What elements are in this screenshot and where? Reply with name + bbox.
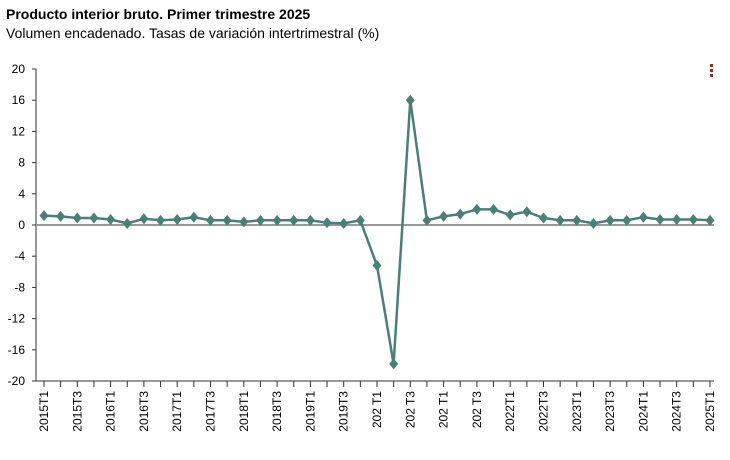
x-tick-label: 2019T1 — [303, 391, 317, 432]
x-tick-label: 2018T3 — [270, 391, 284, 432]
y-tick-label: -12 — [8, 312, 26, 326]
data-point — [56, 210, 66, 222]
data-point — [705, 214, 715, 226]
x-tick-label: 202 T1 — [370, 391, 384, 428]
data-point — [555, 214, 565, 226]
data-point — [572, 214, 582, 226]
data-point — [106, 214, 116, 226]
x-tick-label: 2025T1 — [703, 391, 717, 432]
y-tick-label: 12 — [12, 124, 26, 138]
x-tick-label: 2024T3 — [670, 391, 684, 432]
data-point — [139, 213, 149, 225]
x-tick-label: 202 T3 — [470, 391, 484, 428]
x-tick-label: 202 T1 — [437, 391, 451, 428]
y-tick-label: -8 — [14, 280, 25, 294]
x-tick-label: 2016T3 — [137, 391, 151, 432]
data-point — [355, 214, 365, 226]
data-point — [89, 212, 99, 224]
data-point — [222, 214, 232, 226]
x-tick-label: 2015T3 — [70, 391, 84, 432]
data-point — [422, 214, 432, 226]
x-tick-label: 2015T1 — [37, 391, 51, 432]
data-point — [472, 203, 482, 215]
data-point — [72, 212, 82, 224]
x-tick-label: 2022T1 — [503, 391, 517, 432]
x-tick-label: 2019T3 — [337, 391, 351, 432]
vertical-dots-icon[interactable] — [708, 64, 716, 80]
x-tick-label: 2017T1 — [170, 391, 184, 432]
x-tick-label: 2018T1 — [237, 391, 251, 432]
data-point — [622, 214, 632, 226]
y-tick-label: -16 — [8, 343, 26, 357]
y-tick-label: 20 — [12, 62, 26, 76]
data-point — [405, 94, 415, 106]
data-point — [172, 214, 182, 226]
data-point — [39, 210, 49, 222]
data-point — [305, 214, 315, 226]
y-tick-label: 0 — [18, 218, 25, 232]
x-tick-label: 202 T3 — [403, 391, 417, 428]
x-tick-label: 2023T3 — [603, 391, 617, 432]
series-line — [43, 98, 711, 366]
data-point — [255, 214, 265, 226]
x-tick-label: 2023T1 — [570, 391, 584, 432]
data-point — [189, 211, 199, 223]
data-point — [289, 214, 299, 226]
y-tick-label: 4 — [18, 187, 25, 201]
data-point — [372, 260, 382, 272]
data-point — [206, 214, 215, 226]
data-point — [638, 211, 648, 223]
data-point — [672, 214, 682, 226]
data-point — [655, 214, 665, 226]
data-point — [605, 214, 615, 226]
data-point — [122, 217, 132, 229]
data-point — [339, 217, 349, 229]
y-tick-label: -4 — [14, 249, 25, 263]
y-tick-label: 8 — [18, 156, 25, 170]
data-point — [489, 203, 499, 215]
data-point — [539, 212, 548, 224]
data-point — [272, 214, 282, 226]
x-tick-label: 2022T3 — [537, 391, 551, 432]
data-point — [522, 206, 532, 218]
data-point — [505, 209, 515, 221]
data-point — [588, 217, 598, 229]
x-tick-label: 2016T1 — [104, 391, 118, 432]
data-point — [688, 214, 698, 226]
data-point — [439, 210, 449, 222]
chart-subtitle: Volumen encadenado. Tasas de variación i… — [6, 25, 380, 41]
data-point — [455, 208, 465, 220]
x-tick-label: 2017T3 — [204, 391, 218, 432]
y-tick-label: 16 — [12, 93, 26, 107]
y-tick-label: -20 — [8, 374, 26, 388]
data-point — [156, 214, 166, 226]
x-tick-label: 2024T1 — [636, 391, 650, 432]
data-point — [389, 358, 399, 370]
data-point — [239, 216, 249, 228]
chart-title: Producto interior bruto. Primer trimestr… — [6, 6, 311, 22]
data-point — [322, 217, 332, 229]
